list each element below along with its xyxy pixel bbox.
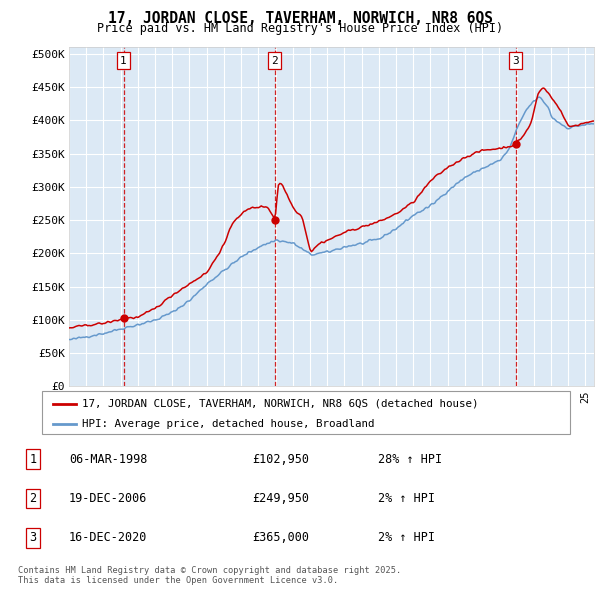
Text: 17, JORDAN CLOSE, TAVERHAM, NORWICH, NR8 6QS: 17, JORDAN CLOSE, TAVERHAM, NORWICH, NR8… [107,11,493,25]
Text: Price paid vs. HM Land Registry's House Price Index (HPI): Price paid vs. HM Land Registry's House … [97,22,503,35]
Text: 19-DEC-2006: 19-DEC-2006 [69,492,148,505]
Text: 2% ↑ HPI: 2% ↑ HPI [378,492,435,505]
Text: 3: 3 [512,55,519,65]
Text: £249,950: £249,950 [252,492,309,505]
Text: £365,000: £365,000 [252,532,309,545]
Text: 1: 1 [120,55,127,65]
Text: 1: 1 [29,453,37,466]
Text: Contains HM Land Registry data © Crown copyright and database right 2025.
This d: Contains HM Land Registry data © Crown c… [18,566,401,585]
Text: 16-DEC-2020: 16-DEC-2020 [69,532,148,545]
FancyBboxPatch shape [42,391,570,434]
Text: 28% ↑ HPI: 28% ↑ HPI [378,453,442,466]
Text: £102,950: £102,950 [252,453,309,466]
Text: 2% ↑ HPI: 2% ↑ HPI [378,532,435,545]
Text: 06-MAR-1998: 06-MAR-1998 [69,453,148,466]
Text: HPI: Average price, detached house, Broadland: HPI: Average price, detached house, Broa… [82,419,374,430]
Text: 2: 2 [29,492,37,505]
Text: 17, JORDAN CLOSE, TAVERHAM, NORWICH, NR8 6QS (detached house): 17, JORDAN CLOSE, TAVERHAM, NORWICH, NR8… [82,399,478,409]
Text: 2: 2 [271,55,278,65]
Text: 3: 3 [29,532,37,545]
